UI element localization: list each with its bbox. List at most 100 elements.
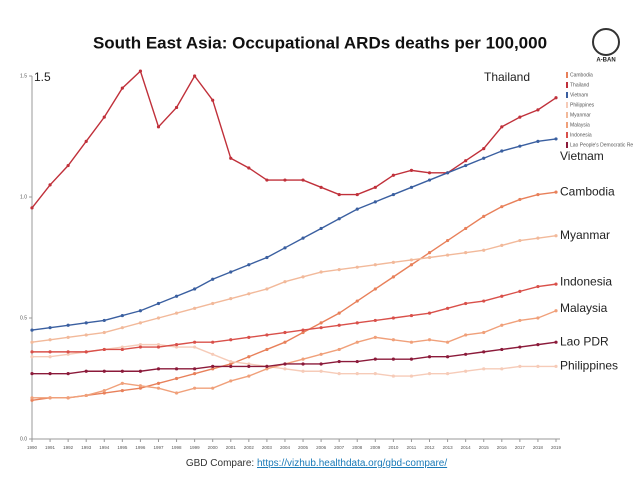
point bbox=[247, 364, 251, 368]
legend-label: Lao People's Democratic Republic bbox=[570, 142, 633, 148]
chart-title: South East Asia: Occupational ARDs death… bbox=[93, 33, 547, 52]
point bbox=[138, 369, 143, 373]
point bbox=[482, 299, 486, 303]
series-line bbox=[32, 310, 557, 399]
point bbox=[500, 294, 504, 298]
x-tick-label: 1997 bbox=[153, 445, 164, 450]
point bbox=[120, 381, 124, 385]
legend-label: Myanmar bbox=[570, 112, 591, 118]
point bbox=[48, 396, 52, 400]
point bbox=[174, 311, 179, 315]
series-line bbox=[31, 191, 557, 401]
point bbox=[373, 318, 377, 323]
point bbox=[427, 372, 432, 376]
line-label: Lao PDR bbox=[560, 334, 609, 348]
point bbox=[120, 345, 124, 349]
point bbox=[247, 362, 251, 366]
point bbox=[337, 192, 341, 197]
point bbox=[229, 364, 233, 368]
point bbox=[211, 277, 215, 281]
point bbox=[174, 345, 179, 349]
point bbox=[373, 287, 377, 291]
series-line bbox=[31, 138, 557, 331]
point bbox=[554, 234, 558, 238]
x-tick-label: 2010 bbox=[388, 445, 399, 450]
point bbox=[500, 367, 504, 371]
annotation: 1.5 bbox=[34, 70, 51, 84]
point bbox=[355, 372, 359, 376]
point bbox=[518, 144, 522, 148]
point bbox=[301, 178, 305, 182]
point bbox=[409, 168, 414, 172]
point bbox=[30, 396, 34, 400]
point bbox=[445, 306, 450, 310]
point bbox=[229, 359, 233, 364]
point bbox=[482, 214, 486, 218]
point bbox=[536, 192, 540, 197]
y-tick-label: 0.5 bbox=[20, 315, 27, 321]
point bbox=[193, 367, 197, 371]
point bbox=[193, 345, 197, 349]
point bbox=[211, 301, 215, 306]
x-tick-label: 2018 bbox=[533, 445, 544, 450]
x-tick-label: 2008 bbox=[352, 445, 363, 450]
point bbox=[464, 163, 468, 168]
legend-swatch bbox=[566, 72, 568, 78]
series-line bbox=[31, 235, 557, 343]
point bbox=[30, 355, 34, 359]
point bbox=[66, 323, 70, 327]
line-label: Malaysia bbox=[560, 301, 608, 315]
point bbox=[283, 280, 287, 284]
x-tick-label: 2002 bbox=[244, 445, 255, 450]
point bbox=[265, 367, 269, 371]
point bbox=[319, 352, 323, 356]
point bbox=[554, 190, 558, 194]
point bbox=[409, 313, 414, 318]
x-tick-label: 2017 bbox=[515, 445, 526, 450]
point bbox=[120, 389, 124, 393]
point bbox=[229, 297, 233, 301]
source-link[interactable]: https://vizhub.healthdata.org/gbd-compar… bbox=[257, 458, 448, 469]
point bbox=[174, 294, 179, 298]
point bbox=[120, 326, 124, 330]
legend-label: Malaysia bbox=[570, 122, 590, 128]
legend-label: Vietnam bbox=[570, 92, 588, 98]
point bbox=[102, 115, 106, 119]
point bbox=[211, 367, 215, 371]
point bbox=[427, 178, 432, 182]
point bbox=[445, 355, 450, 359]
point bbox=[66, 163, 70, 168]
point bbox=[301, 357, 305, 361]
point bbox=[500, 125, 504, 129]
point bbox=[247, 355, 251, 359]
point bbox=[445, 340, 450, 344]
point bbox=[337, 311, 341, 315]
point bbox=[265, 287, 269, 291]
x-tick-label: 1992 bbox=[63, 445, 74, 450]
point bbox=[464, 301, 468, 306]
line-label: Myanmar bbox=[560, 228, 610, 242]
point bbox=[30, 372, 34, 376]
x-tick-label: 2009 bbox=[370, 445, 381, 450]
point bbox=[482, 248, 486, 252]
point bbox=[464, 159, 468, 163]
point bbox=[120, 313, 124, 318]
x-tick-label: 2016 bbox=[497, 445, 508, 450]
legend-label: Cambodia bbox=[570, 72, 593, 78]
point bbox=[337, 217, 341, 221]
point bbox=[409, 258, 414, 262]
point bbox=[518, 345, 522, 349]
point bbox=[409, 357, 414, 361]
point bbox=[373, 185, 377, 189]
point bbox=[301, 369, 305, 373]
point bbox=[247, 263, 251, 267]
point bbox=[247, 374, 251, 378]
series-line bbox=[32, 343, 556, 377]
point bbox=[283, 178, 287, 182]
point bbox=[518, 318, 522, 323]
point bbox=[373, 335, 377, 339]
point bbox=[427, 171, 432, 175]
point bbox=[482, 147, 486, 151]
y-tick-label: 1.0 bbox=[20, 194, 27, 200]
